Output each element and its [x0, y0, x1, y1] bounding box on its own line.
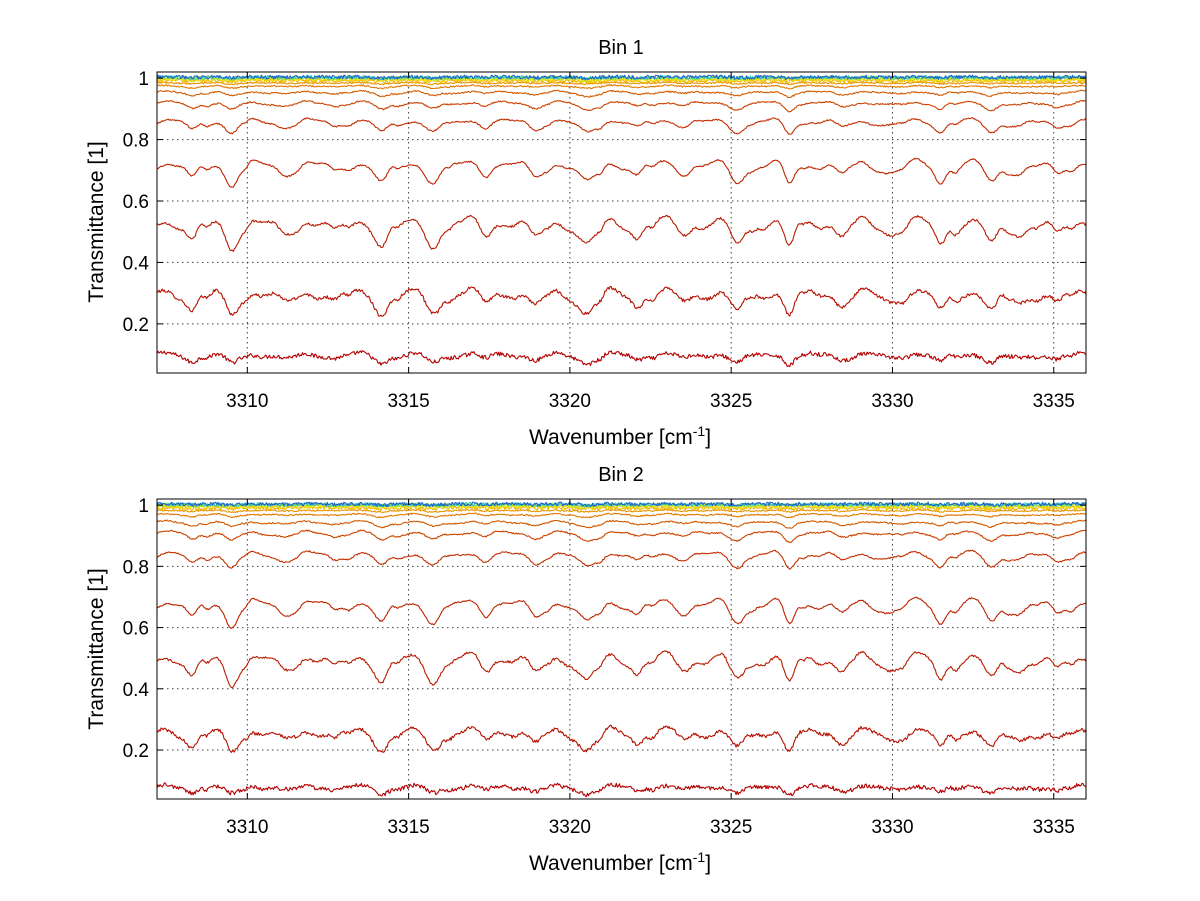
transmittance-series-8	[156, 83, 1086, 90]
transmittance-series-7	[156, 89, 1087, 99]
x-tick-label: 3325	[710, 391, 752, 412]
transmittance-series-9	[156, 508, 1087, 514]
y-axis-label: Transmittance [1]	[85, 141, 108, 302]
transmittance-series-3	[156, 214, 1087, 252]
transmittance-series-4	[156, 157, 1087, 188]
transmittance-series-1	[156, 782, 1087, 798]
transmittance-series-5	[157, 117, 1087, 135]
x-axis-label-end: ]	[705, 426, 711, 449]
transmittance-series-6	[156, 529, 1087, 544]
x-tick-label: 3330	[871, 817, 913, 838]
transmittance-series-13	[156, 75, 1087, 82]
x-tick-label: 3330	[871, 391, 913, 412]
x-tick-label: 3320	[549, 391, 591, 412]
transmittance-series-12	[156, 503, 1087, 509]
x-tick-label: 3325	[710, 817, 752, 838]
chart-panel-bin-2: Bin 2 Transmittance [1] Wavenumber [cm-1…	[85, 464, 1087, 875]
chart-title: Bin 2	[598, 464, 644, 486]
y-tick-label: 0.4	[123, 680, 150, 701]
x-axis-label-superscript: -1	[693, 849, 706, 865]
y-tick-label: 1	[138, 69, 149, 90]
y-tick-label: 0.4	[123, 253, 150, 274]
transmittance-series-4	[156, 596, 1087, 629]
y-tick-label: 0.8	[123, 131, 149, 152]
y-axis-label: Transmittance [1]	[85, 568, 108, 729]
chart-title: Bin 1	[598, 37, 644, 59]
x-tick-label: 3310	[226, 391, 268, 412]
x-tick-label: 3320	[549, 817, 591, 838]
transmittance-series-6	[156, 99, 1087, 113]
transmittance-series-15	[156, 501, 1087, 508]
x-axis-label: Wavenumber [cm-1]	[529, 849, 711, 875]
y-tick-label: 0.2	[123, 315, 149, 336]
x-axis-label-superscript: -1	[693, 423, 706, 439]
y-tick-label: 0.8	[123, 557, 149, 578]
y-tick-label: 0.2	[123, 741, 149, 762]
chart-panel-bin-1: Bin 1 Transmittance [1] Wavenumber [cm-1…	[85, 37, 1087, 449]
x-tick-label: 3335	[1033, 391, 1075, 412]
x-axis-label-text: Wavenumber [cm	[529, 852, 693, 875]
transmittance-series-1	[156, 350, 1086, 368]
transmittance-series-15	[156, 74, 1087, 81]
x-axis-label: Wavenumber [cm-1]	[529, 423, 711, 449]
y-tick-label: 1	[138, 496, 149, 517]
transmittance-series-3	[156, 650, 1087, 689]
plot-frame	[156, 498, 1087, 800]
y-tick-label: 0.6	[123, 192, 149, 213]
x-tick-label: 3335	[1033, 817, 1075, 838]
plot-frame	[156, 71, 1087, 374]
transmittance-series-5	[156, 549, 1087, 570]
transmittance-series-9	[156, 81, 1087, 86]
x-tick-label: 3315	[387, 817, 429, 838]
x-axis-label-text: Wavenumber [cm	[529, 426, 693, 449]
transmittance-series-2	[156, 285, 1087, 317]
x-tick-label: 3315	[387, 391, 429, 412]
y-tick-label: 0.6	[123, 619, 149, 640]
x-axis-label-end: ]	[705, 852, 711, 875]
x-tick-label: 3310	[226, 817, 268, 838]
transmittance-series-7	[156, 519, 1087, 529]
transmittance-series-2	[156, 724, 1087, 753]
transmittance-series-8	[156, 512, 1087, 519]
